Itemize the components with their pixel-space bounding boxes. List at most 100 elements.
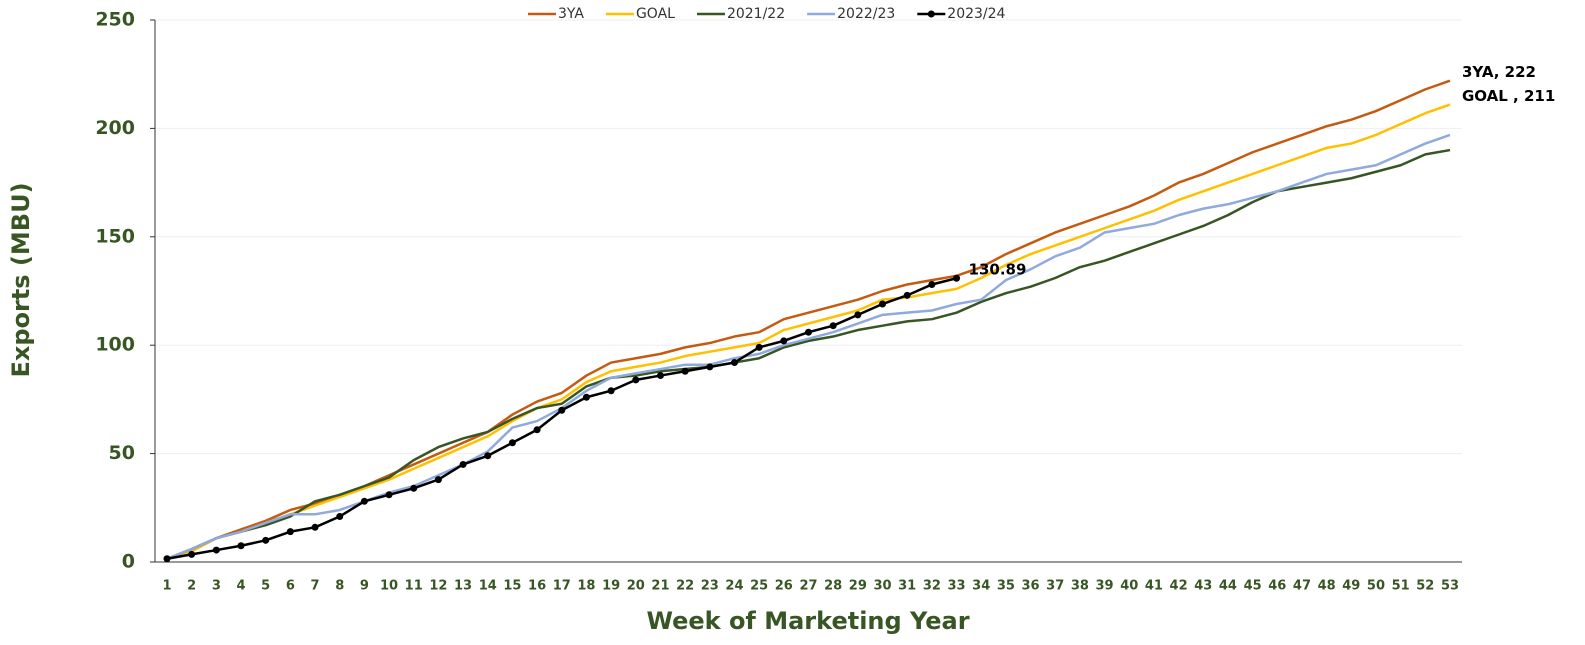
x-tick-label: 29: [849, 579, 867, 594]
data-label: GOAL , 211: [1462, 87, 1555, 105]
point: [607, 387, 615, 395]
x-tick-label: 20: [627, 579, 645, 594]
legend-marker: [927, 10, 935, 18]
x-tick-label: 37: [1046, 579, 1064, 594]
point: [237, 542, 245, 550]
x-tick-label: 53: [1441, 579, 1459, 594]
x-tick-label: 15: [503, 579, 521, 594]
x-tick-label: 4: [236, 579, 245, 594]
point: [656, 372, 664, 380]
x-tick-label: 9: [360, 579, 369, 594]
data-label: 3YA, 222: [1462, 63, 1536, 81]
point: [163, 555, 171, 563]
point: [953, 274, 961, 282]
x-tick-label: 49: [1342, 579, 1360, 594]
point: [188, 550, 196, 558]
x-tick-label: 34: [972, 579, 990, 594]
x-tick-label: 7: [311, 579, 320, 594]
x-tick-label: 5: [261, 579, 270, 594]
y-tick-label: 100: [95, 334, 135, 356]
point: [212, 546, 220, 554]
x-tick-label: 8: [335, 579, 344, 594]
point: [879, 300, 887, 308]
legend-label: 2023/24: [947, 6, 1005, 22]
x-tick-label: 2: [187, 579, 196, 594]
x-tick-label: 36: [1022, 579, 1040, 594]
x-tick-label: 11: [405, 579, 423, 594]
point: [706, 363, 714, 371]
y-tick-label: 250: [95, 9, 135, 31]
x-tick-label: 1: [162, 579, 171, 594]
x-tick-label: 3: [212, 579, 221, 594]
point: [286, 528, 294, 536]
point: [533, 426, 541, 434]
point: [311, 523, 319, 531]
point: [336, 512, 344, 520]
point: [484, 452, 492, 460]
point: [459, 460, 467, 468]
point: [632, 376, 640, 384]
x-tick-label: 32: [923, 579, 941, 594]
x-tick-label: 44: [1219, 579, 1237, 594]
legend-label: 2022/23: [837, 6, 895, 22]
legend-label: 2021/22: [727, 6, 785, 22]
x-tick-label: 6: [286, 579, 295, 594]
x-tick-label: 27: [799, 579, 817, 594]
x-tick-label: 40: [1120, 579, 1138, 594]
x-tick-label: 16: [528, 579, 546, 594]
y-tick-label: 50: [109, 442, 135, 464]
point: [262, 536, 270, 544]
y-tick-label: 200: [95, 117, 135, 139]
x-tick-label: 28: [824, 579, 842, 594]
x-tick-label: 42: [1170, 579, 1188, 594]
x-axis-title: Week of Marketing Year: [646, 607, 969, 635]
series-line: [166, 133, 1451, 560]
point: [410, 484, 418, 492]
x-tick-label: 18: [577, 579, 595, 594]
x-tick-label: 25: [750, 579, 768, 594]
x-tick-label: 38: [1071, 579, 1089, 594]
legend-label: 3YA: [558, 6, 584, 22]
x-tick-label: 39: [1096, 579, 1114, 594]
point: [854, 311, 862, 319]
x-tick-label: 13: [454, 579, 472, 594]
x-tick-label: 35: [997, 579, 1015, 594]
y-tick-label: 150: [95, 225, 135, 247]
x-tick-label: 24: [725, 579, 743, 594]
point: [558, 406, 566, 414]
x-tick-label: 50: [1367, 579, 1385, 594]
point: [582, 393, 590, 401]
y-axis-title: Exports (MBU): [7, 182, 35, 377]
point: [755, 343, 763, 351]
point: [434, 476, 442, 484]
x-tick-label: 51: [1392, 579, 1410, 594]
x-tick-label: 48: [1318, 579, 1336, 594]
x-tick-label: 31: [898, 579, 916, 594]
point: [385, 491, 393, 499]
point: [805, 328, 812, 336]
point: [928, 280, 936, 288]
x-tick-label: 41: [1145, 579, 1163, 594]
point: [780, 337, 788, 345]
point: [829, 322, 837, 330]
point: [360, 497, 368, 505]
x-tick-label: 17: [553, 579, 571, 594]
x-tick-label: 22: [676, 579, 694, 594]
x-tick-label: 10: [380, 579, 398, 594]
x-tick-label: 19: [602, 579, 620, 594]
x-tick-label: 21: [651, 579, 669, 594]
x-tick-label: 52: [1416, 579, 1434, 594]
series-line: [166, 103, 1451, 560]
legend-label: GOAL: [636, 6, 675, 22]
x-tick-label: 33: [947, 579, 965, 594]
series-line: [166, 148, 1451, 560]
data-label: 130.89: [969, 261, 1027, 279]
x-tick-label: 30: [873, 579, 891, 594]
x-tick-label: 14: [479, 579, 497, 594]
x-tick-label: 46: [1268, 579, 1286, 594]
x-tick-label: 26: [775, 579, 793, 594]
point: [903, 291, 911, 299]
x-tick-label: 12: [429, 579, 447, 594]
x-tick-label: 45: [1244, 579, 1262, 594]
